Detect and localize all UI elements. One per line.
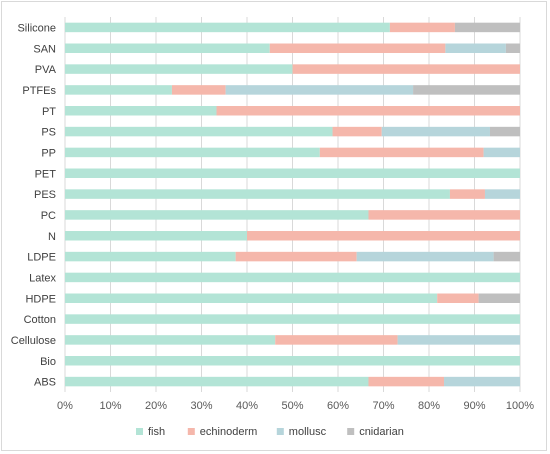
- bar-segment-cnidarian: [413, 85, 520, 95]
- bar-segment-fish: [65, 168, 520, 178]
- category-label: Silicone: [17, 22, 56, 34]
- bar-segment-mollusc: [381, 126, 490, 137]
- x-tick-label: 10%: [99, 400, 121, 412]
- category-label: PET: [35, 168, 57, 180]
- category-label: PP: [41, 147, 56, 159]
- bar-segment-fish: [65, 251, 236, 262]
- bar-segment-echinoderm: [247, 231, 520, 241]
- bar-segment-mollusc: [356, 251, 494, 262]
- x-tick-label: 80%: [418, 400, 440, 412]
- bar-segment-cnidarian: [478, 293, 520, 303]
- x-tick-label: 0%: [57, 400, 73, 412]
- bar-segment-mollusc: [445, 43, 506, 53]
- legend-label-fish: fish: [148, 426, 165, 438]
- category-label: Cotton: [24, 314, 56, 326]
- bar-segment-echinoderm: [269, 43, 446, 53]
- legend-swatch-echinoderm: [187, 428, 195, 435]
- bar-segment-mollusc: [484, 189, 520, 199]
- category-label: N: [48, 231, 56, 243]
- bar-segment-fish: [65, 314, 520, 324]
- bar-segment-fish: [65, 210, 369, 220]
- bar-segment-echinoderm: [449, 189, 485, 199]
- bar-segment-mollusc: [444, 376, 520, 387]
- bar-segment-echinoderm: [216, 106, 520, 116]
- category-label: Bio: [40, 356, 56, 368]
- legend-label-mollusc: mollusc: [289, 426, 327, 438]
- bar-segment-fish: [65, 231, 247, 241]
- bar-segment-echinoderm: [368, 210, 520, 220]
- bar-segment-fish: [65, 189, 450, 199]
- bar-segment-echinoderm: [171, 85, 226, 95]
- legend-swatch-fish: [136, 428, 143, 435]
- bar-segment-fish: [65, 85, 172, 95]
- category-label: Cellulose: [11, 335, 56, 347]
- bar-segment-echinoderm: [235, 251, 357, 262]
- category-label: PT: [42, 106, 56, 118]
- category-label: PS: [41, 127, 56, 139]
- category-label: PC: [41, 210, 56, 222]
- x-tick-labels: 0% 10% 20% 30% 40% 50% 60% 70% 80% 90% 100%: [57, 400, 534, 412]
- bar-segment-echinoderm: [292, 64, 520, 74]
- bar-segment-echinoderm: [437, 293, 479, 303]
- bar-segment-fish: [65, 335, 276, 345]
- legend-label-cnidarian: cnidarian: [359, 426, 404, 438]
- category-label: PES: [34, 189, 56, 201]
- legend: fish echinoderm mollusc cnidarian: [136, 426, 404, 438]
- x-tick-label: 50%: [281, 400, 303, 412]
- bar-segment-cnidarian: [489, 126, 520, 137]
- bar-segment-echinoderm: [319, 147, 484, 158]
- bar-segment-fish: [65, 126, 333, 137]
- bar-segment-echinoderm: [368, 376, 445, 387]
- category-label: SAN: [33, 43, 56, 55]
- x-tick-label: 20%: [145, 400, 167, 412]
- x-tick-label: 100%: [506, 400, 534, 412]
- legend-swatch-cnidarian: [347, 428, 355, 435]
- category-label: PVA: [35, 64, 57, 76]
- category-label: PTFEs: [22, 85, 56, 97]
- x-tick-label: 40%: [236, 400, 258, 412]
- bar-segment-mollusc: [483, 147, 520, 158]
- bar-segment-echinoderm: [332, 126, 382, 137]
- bar-segment-fish: [65, 22, 390, 33]
- bar-segment-fish: [65, 64, 293, 74]
- category-labels: Silicone SAN PVA PTFEs PT PS PP PET PES PC N LDPE La…: [11, 22, 57, 388]
- bars: [65, 22, 520, 387]
- bar-segment-cnidarian: [454, 22, 520, 33]
- bar-segment-cnidarian: [505, 43, 520, 53]
- bar-segment-mollusc: [225, 85, 414, 95]
- bar-segment-fish: [65, 147, 320, 158]
- gridlines: [64, 17, 521, 392]
- bar-segment-fish: [65, 272, 520, 283]
- x-tick-label: 30%: [190, 400, 212, 412]
- x-tick-label: 60%: [327, 400, 349, 412]
- bar-segment-echinoderm: [275, 335, 398, 345]
- bar-segment-fish: [65, 293, 438, 303]
- category-label: HDPE: [25, 293, 56, 305]
- bar-segment-echinoderm: [389, 22, 455, 33]
- category-label: ABS: [34, 377, 56, 389]
- legend-label-echinoderm: echinoderm: [200, 426, 257, 438]
- bar-segment-fish: [65, 106, 217, 116]
- category-label: Latex: [29, 272, 56, 284]
- x-tick-label: 90%: [463, 400, 485, 412]
- category-label: LDPE: [27, 252, 56, 264]
- bar-segment-mollusc: [397, 335, 520, 345]
- bar-segment-fish: [65, 356, 520, 366]
- x-tick-label: 70%: [372, 400, 394, 412]
- bar-segment-fish: [65, 43, 270, 53]
- bar-segment-fish: [65, 376, 369, 387]
- bar-segment-cnidarian: [493, 251, 520, 262]
- legend-swatch-mollusc: [276, 428, 284, 435]
